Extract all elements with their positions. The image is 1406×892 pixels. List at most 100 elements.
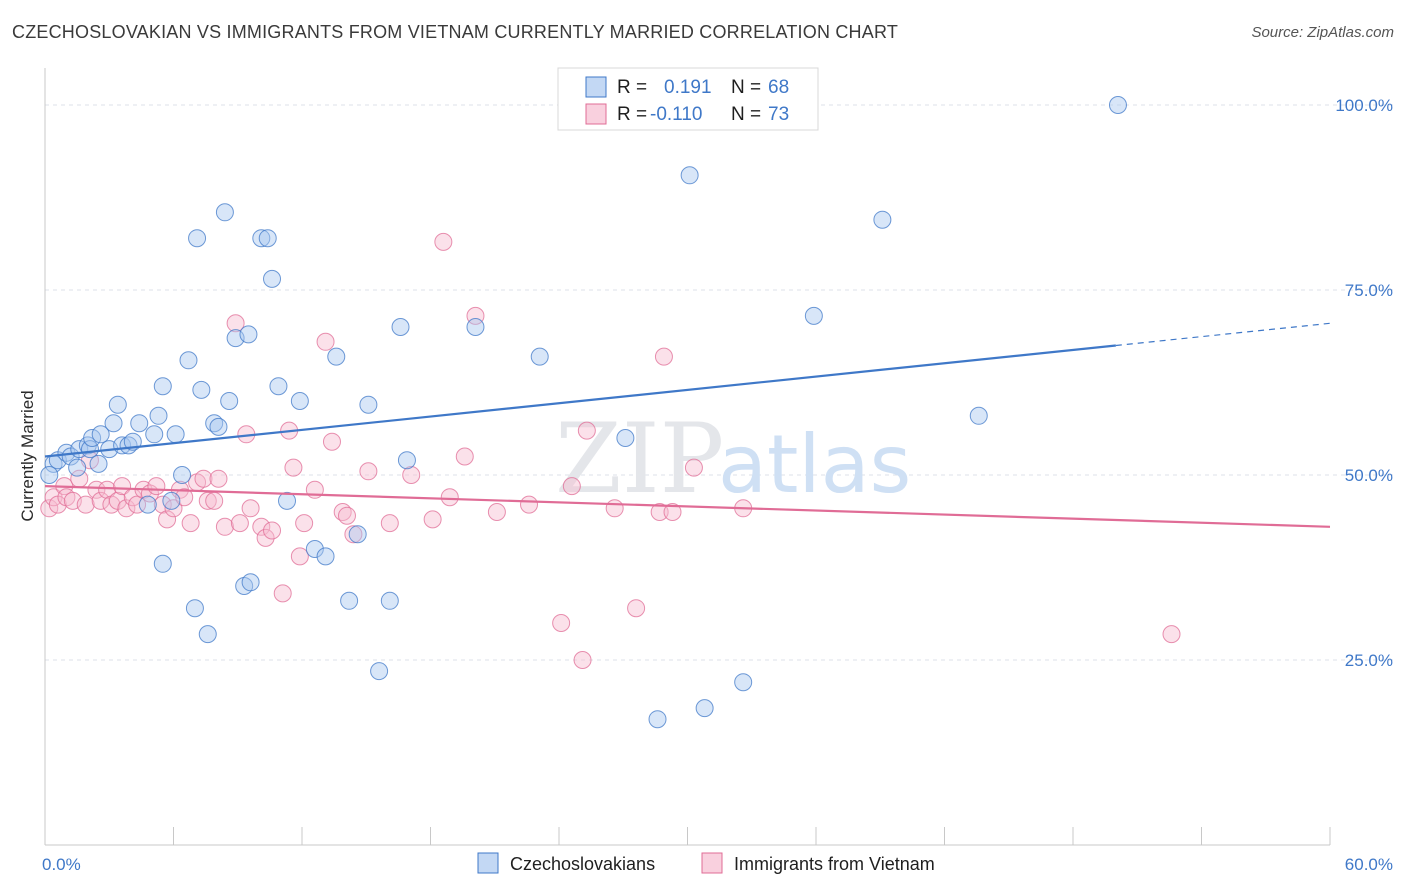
vietnam-point-21 — [153, 495, 172, 514]
legend-r-label-pink: R = — [617, 104, 647, 125]
vietnam-point-29 — [198, 491, 217, 510]
vietnam-point-20 — [147, 477, 166, 496]
czechoslovakians-point-60 — [804, 306, 823, 325]
czechoslovakians-point-40 — [278, 491, 297, 510]
czechoslovakians-point-30 — [209, 417, 228, 436]
y-tick-label-1: 50.0% — [1345, 466, 1393, 485]
legend-top: R = 0.191 N = 68 R = -0.110 N = 73 — [557, 67, 819, 131]
vietnam-point-67 — [654, 347, 673, 366]
vietnam-point-56 — [440, 488, 459, 507]
vietnam-point-63 — [573, 651, 592, 669]
czechoslovakians-point-59 — [734, 673, 753, 692]
vietnam-point-28 — [194, 469, 213, 488]
legend-n-label-blue: N = — [731, 77, 761, 98]
vietnam-point-49 — [337, 506, 356, 525]
czechoslovakians-point-32 — [220, 392, 239, 410]
czechoslovakians-point-9 — [89, 454, 108, 473]
vietnam-point-9 — [87, 480, 106, 499]
czechoslovakians-point-62 — [969, 406, 988, 425]
vietnam-point-52 — [380, 514, 399, 533]
czechoslovakians-point-46 — [348, 525, 367, 544]
vietnam-point-70 — [684, 458, 703, 477]
vietnam-point-62 — [562, 477, 581, 496]
czechoslovakians-point-31 — [215, 203, 234, 222]
vietnam-point-59 — [487, 503, 506, 521]
vietnam-point-36 — [241, 499, 260, 518]
vietnam-point-64 — [577, 421, 596, 440]
vietnam-point-34 — [230, 514, 249, 533]
czechoslovakians-point-53 — [530, 347, 549, 366]
vietnam-point-44 — [295, 514, 314, 533]
czechoslovakians-point-12 — [104, 414, 123, 433]
legend-n-value-blue: 68 — [768, 77, 789, 98]
czechoslovakians-point-51 — [397, 451, 416, 470]
vietnam-point-42 — [284, 458, 303, 477]
czechoslovakians-point-48 — [370, 662, 389, 681]
czechoslovakians-point-19 — [145, 425, 164, 444]
czechoslovakians-point-44 — [327, 347, 346, 366]
vietnam-point-39 — [263, 521, 282, 540]
czechoslovakians-point-66 — [40, 466, 59, 484]
vietnam-point-69 — [663, 503, 682, 521]
czechoslovakians-point-64 — [185, 599, 204, 618]
czechoslovakians-point-38 — [263, 269, 282, 288]
czechoslovakians-point-27 — [192, 380, 211, 399]
chart-title: CZECHOSLOVAKIAN VS IMMIGRANTS FROM VIETN… — [12, 22, 899, 42]
czechoslovakians-point-18 — [138, 495, 157, 514]
x-tick-marks — [44, 827, 1331, 845]
czechoslovakians-point-49 — [380, 591, 399, 610]
czechoslovakians-point-58 — [695, 699, 714, 718]
czechoslovakians-point-57 — [680, 166, 699, 185]
vietnam-point-46 — [316, 332, 335, 351]
y-tick-label-2: 75.0% — [1345, 281, 1393, 300]
vietnam-point-51 — [359, 462, 378, 481]
vietnam-point-32 — [215, 517, 234, 536]
czechoslovakians-point-65 — [241, 573, 260, 592]
czechoslovakians-point-43 — [316, 547, 335, 566]
x-tick-label-max: 60.0% — [1345, 855, 1393, 874]
czechoslovakians-point-22 — [162, 491, 181, 510]
watermark: ZIP atlas — [555, 403, 911, 515]
legend-swatch-blue — [585, 76, 607, 98]
czechoslovakians-point-10 — [91, 425, 110, 444]
grid-lines — [45, 104, 1393, 661]
czechoslovakians-point-24 — [173, 466, 192, 484]
legend-swatch-pink — [585, 103, 607, 125]
czechoslovakians-point-21 — [153, 377, 172, 396]
vietnam-point-0 — [40, 499, 59, 518]
legend-n-label-pink: N = — [731, 104, 761, 125]
legend-r-label-blue: R = — [617, 77, 647, 98]
y-axis-label: Currently Married — [18, 390, 37, 521]
vietnam-point-33 — [226, 314, 245, 333]
vietnam-point-50 — [344, 525, 363, 544]
bottom-legend-label-blue: Czechoslovakians — [510, 854, 655, 874]
vietnam-point-11 — [98, 480, 117, 499]
vietnam-point-53 — [402, 466, 421, 484]
vietnam-point-61 — [552, 614, 571, 632]
watermark-zip: ZIP — [555, 403, 724, 515]
czechoslovakians-point-28 — [198, 625, 217, 644]
czechoslovakians-point-37 — [258, 229, 277, 248]
bottom-legend-swatch-pink — [701, 852, 723, 874]
czechoslovakians-point-52 — [466, 318, 485, 336]
czechoslovakians-point-39 — [269, 377, 288, 396]
vietnam-point-72 — [1162, 625, 1181, 644]
legend-bottom: Czechoslovakians Immigrants from Vietnam — [477, 852, 935, 874]
vietnam-point-68 — [650, 503, 669, 521]
czechoslovakians-point-42 — [305, 540, 324, 558]
czechoslovakians-point-23 — [166, 425, 185, 444]
y-tick-label-3: 100.0% — [1335, 96, 1393, 115]
czechoslovakians-point-45 — [340, 591, 359, 610]
czechoslovakians-point-20 — [149, 406, 168, 425]
vietnam-point-60 — [520, 495, 539, 514]
czechoslovakians-point-36 — [252, 229, 271, 248]
vietnam-point-22 — [158, 510, 177, 529]
y-tick-label-0: 25.0% — [1345, 651, 1393, 670]
y-tick-labels: 25.0% 50.0% 75.0% 100.0% — [1335, 96, 1393, 670]
czechoslovakians-point-47 — [359, 395, 378, 414]
vietnam-point-26 — [181, 514, 200, 533]
czechoslovakians-point-13 — [108, 395, 127, 414]
czechoslovakians-point-67 — [153, 554, 172, 573]
watermark-atlas: atlas — [718, 418, 911, 511]
czechoslovakians-point-63 — [1108, 96, 1127, 114]
